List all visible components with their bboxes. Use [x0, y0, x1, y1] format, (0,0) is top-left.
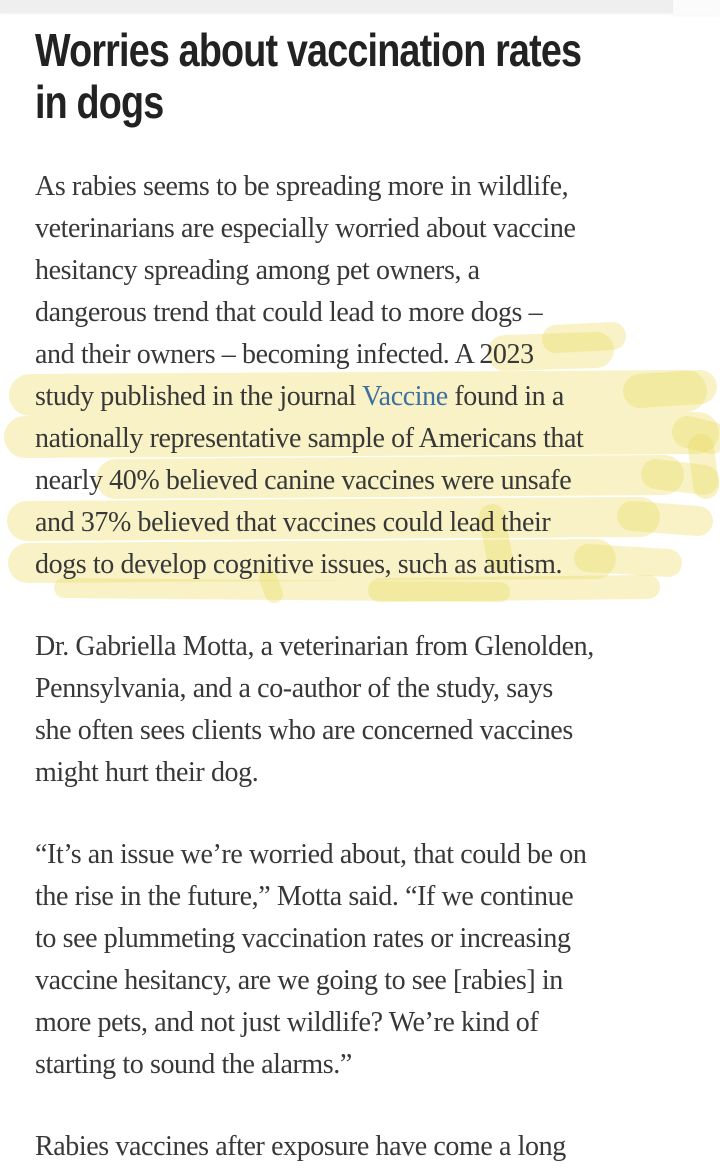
text-line: vaccine hesitancy, are we going to see […	[35, 965, 563, 996]
text-line: As rabies seems to be spreading more in …	[35, 171, 569, 202]
page-title: Worries about vaccination rates in dogs	[35, 24, 597, 128]
text-segment: found in a	[447, 381, 564, 412]
paragraph-rabies-vaccines: Rabies vaccines after exposure have come…	[35, 1126, 720, 1168]
top-header-strip	[0, 0, 673, 13]
text-line: starting to sound the alarms.”	[35, 1049, 352, 1080]
text-line: dogs to develop cognitive issues, such a…	[35, 549, 563, 580]
text-line-with-link: study published in the journal Vaccine f…	[35, 376, 720, 418]
paragraph-intro: As rabies seems to be spreading more in …	[35, 166, 720, 586]
text-line: she often sees clients who are concerned…	[35, 715, 573, 746]
vaccine-journal-link[interactable]: Vaccine	[361, 381, 448, 412]
text-line: the rise in the future,” Motta said. “If…	[35, 881, 574, 912]
page-title-line: in dogs	[35, 76, 164, 128]
text-line: might hurt their dog.	[35, 757, 259, 788]
text-line: dangerous trend that could lead to more …	[35, 297, 543, 328]
text-line: Rabies vaccines after exposure have come…	[35, 1131, 566, 1162]
text-line: Pennsylvania, and a co-author of the stu…	[35, 673, 553, 704]
page-title-line: Worries about vaccination rates	[35, 24, 582, 76]
top-header-strip-right	[673, 0, 720, 15]
text-line: hesitancy spreading among pet owners, a	[35, 255, 480, 286]
paragraph-motta-intro: Dr. Gabriella Motta, a veterinarian from…	[35, 626, 720, 794]
text-segment: study published in the journal	[35, 381, 362, 412]
text-line: veterinarians are especially worried abo…	[35, 213, 576, 244]
paragraph-motta-quote: “It’s an issue we’re worried about, that…	[35, 834, 720, 1086]
text-line: nearly 40% believed canine vaccines were…	[35, 465, 572, 496]
text-line: to see plummeting vaccination rates or i…	[35, 923, 571, 954]
text-line: and 37% believed that vaccines could lea…	[35, 507, 551, 538]
text-line: and their owners – becoming infected. A …	[35, 339, 534, 370]
text-line: more pets, and not just wildlife? We’re …	[35, 1007, 539, 1038]
text-line: “It’s an issue we’re worried about, that…	[35, 839, 587, 870]
text-line: nationally representative sample of Amer…	[35, 423, 584, 454]
text-line: Dr. Gabriella Motta, a veterinarian from…	[35, 631, 594, 662]
